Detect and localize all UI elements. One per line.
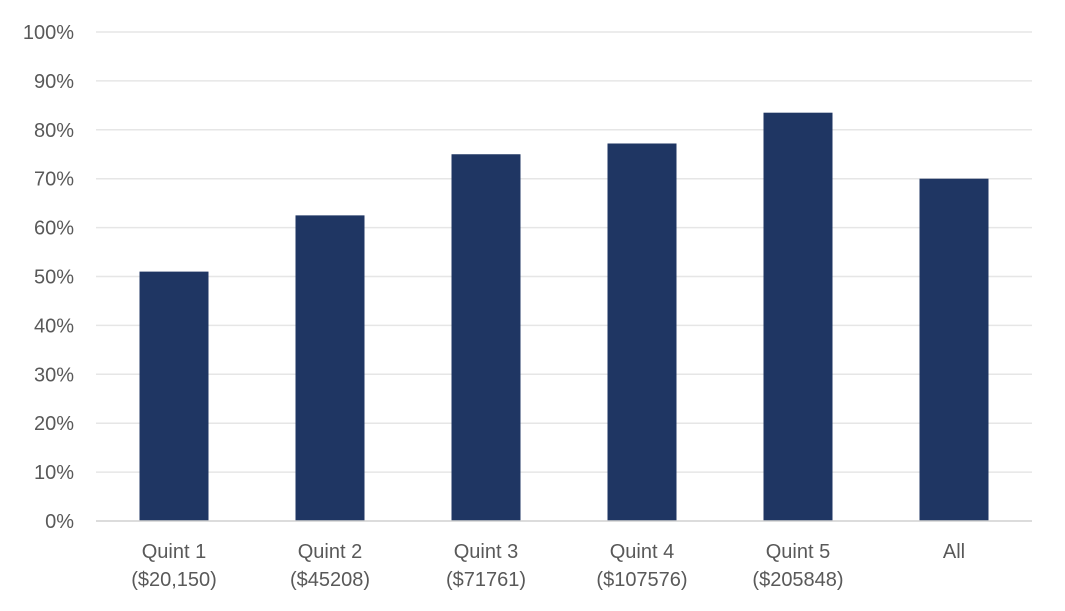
bar-4 [607,143,677,521]
x-tick-label: ($20,150) [131,569,217,591]
x-tick-label: ($107576) [596,569,687,591]
bar-2 [295,215,365,521]
x-tick-label: All [943,541,965,563]
x-tick-label: ($205848) [752,569,843,591]
y-tick-label: 0% [45,511,74,533]
y-tick-label: 100% [23,22,74,44]
y-tick-label: 10% [34,462,74,484]
x-tick-label: Quint 4 [610,541,674,563]
x-tick-label: Quint 1 [142,541,206,563]
bar-1 [139,271,209,521]
y-tick-label: 70% [34,169,74,191]
bar-3 [451,154,521,521]
y-tick-label: 50% [34,267,74,289]
x-tick-label: Quint 2 [298,541,362,563]
x-tick-label: ($45208) [290,569,370,591]
bar-5 [763,112,833,521]
y-tick-label: 90% [34,71,74,93]
bars [139,112,989,521]
x-tick-label: ($71761) [446,569,526,591]
x-tick-label: Quint 5 [766,541,830,563]
bar-6 [919,178,989,521]
y-axis-ticks: 0% 10% 20% 30% 40% 50% 60% 70% 80% 90% 100% [23,22,74,533]
y-tick-label: 30% [34,364,74,386]
x-tick-label: Quint 3 [454,541,518,563]
gridlines [96,31,1032,473]
y-tick-label: 20% [34,413,74,435]
y-tick-label: 80% [34,120,74,142]
y-tick-label: 40% [34,315,74,337]
y-tick-label: 60% [34,218,74,240]
x-axis-ticks: Quint 1 ($20,150) Quint 2 ($45208) Quint 3 ($… [131,541,965,591]
